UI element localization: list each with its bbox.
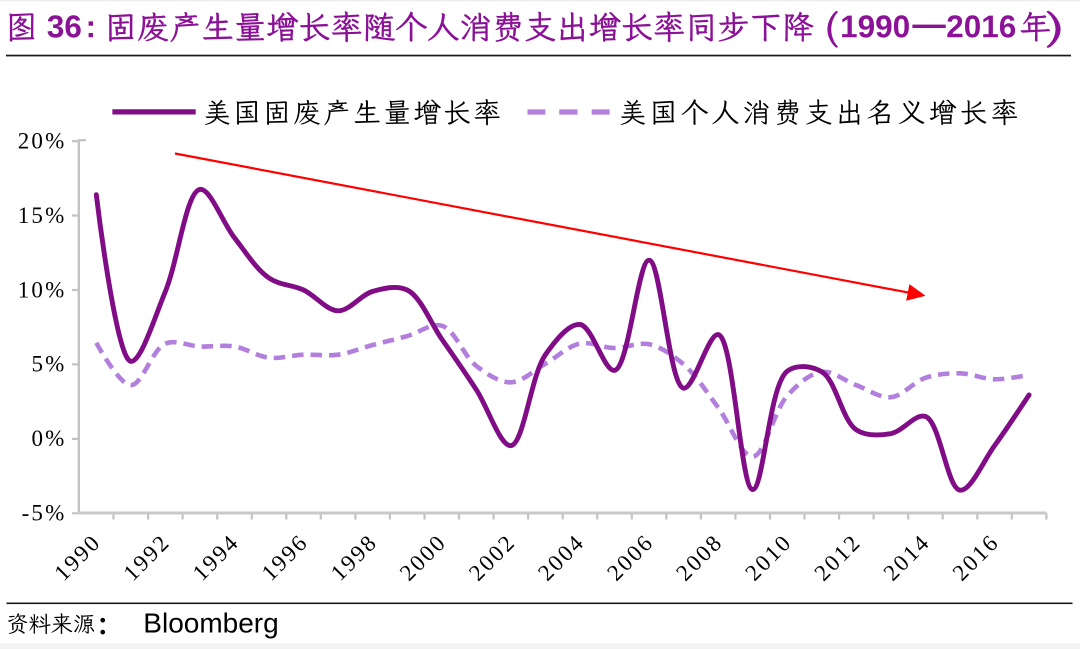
- svg-text:5%: 5%: [31, 352, 66, 377]
- svg-text:Bloomberg: Bloomberg: [143, 608, 278, 639]
- svg-text:20%: 20%: [18, 128, 67, 153]
- svg-text:15%: 15%: [18, 203, 67, 228]
- svg-text:-5%: -5%: [22, 501, 67, 526]
- svg-text:10%: 10%: [18, 277, 67, 302]
- svg-text:0%: 0%: [31, 426, 66, 451]
